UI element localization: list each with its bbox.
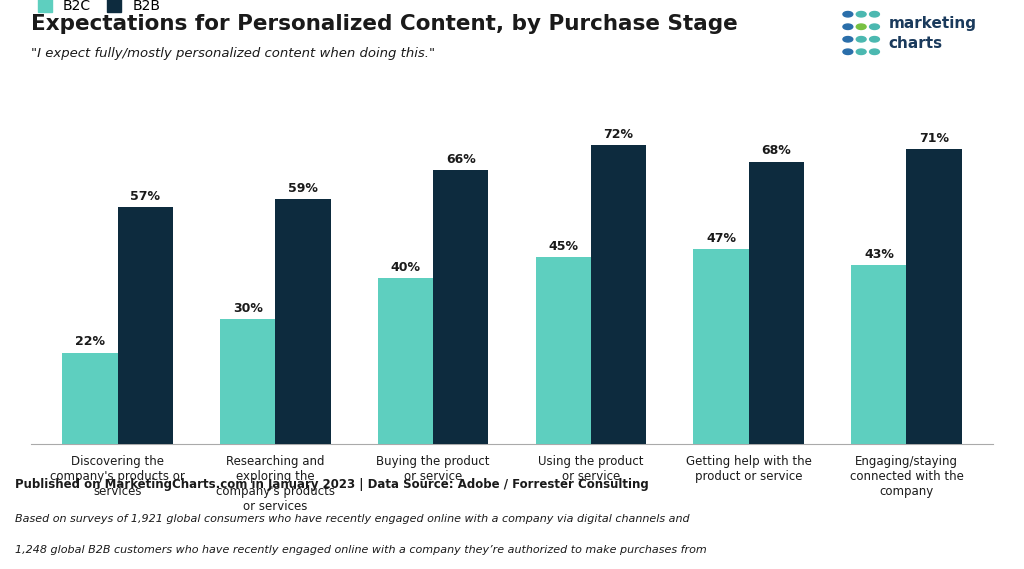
Text: 71%: 71% bbox=[920, 132, 949, 145]
Bar bbox=[118, 207, 173, 444]
Bar bbox=[693, 249, 749, 444]
Text: 22%: 22% bbox=[75, 335, 104, 348]
Legend: B2C, B2B: B2C, B2B bbox=[38, 0, 161, 13]
Bar bbox=[536, 257, 591, 444]
Text: 1,248 global B2B customers who have recently engaged online with a company they’: 1,248 global B2B customers who have rece… bbox=[15, 545, 708, 555]
Text: 40%: 40% bbox=[390, 261, 421, 274]
Text: Expectations for Personalized Content, by Purchase Stage: Expectations for Personalized Content, b… bbox=[31, 14, 737, 34]
Text: Based on surveys of 1,921 global consumers who have recently engaged online with: Based on surveys of 1,921 global consume… bbox=[15, 513, 690, 523]
Bar bbox=[591, 145, 646, 444]
Bar bbox=[906, 149, 962, 444]
Bar bbox=[62, 353, 118, 444]
Text: "I expect fully/mostly personalized content when doing this.": "I expect fully/mostly personalized cont… bbox=[31, 47, 435, 60]
Text: 66%: 66% bbox=[445, 152, 475, 166]
Text: 68%: 68% bbox=[762, 145, 792, 158]
Bar bbox=[749, 162, 804, 444]
Bar bbox=[378, 278, 433, 444]
Text: 72%: 72% bbox=[603, 128, 634, 141]
Bar bbox=[851, 265, 906, 444]
Text: 47%: 47% bbox=[707, 232, 736, 245]
Text: 45%: 45% bbox=[548, 240, 579, 253]
Text: marketing
charts: marketing charts bbox=[889, 16, 977, 51]
Bar bbox=[433, 170, 488, 444]
Bar bbox=[275, 199, 331, 444]
Text: 59%: 59% bbox=[288, 182, 317, 195]
Text: 57%: 57% bbox=[130, 190, 160, 203]
Text: 30%: 30% bbox=[232, 302, 262, 315]
Text: 43%: 43% bbox=[864, 248, 894, 261]
Bar bbox=[220, 319, 275, 444]
Text: Published on MarketingCharts.com in January 2023 | Data Source: Adobe / Forreste: Published on MarketingCharts.com in Janu… bbox=[15, 478, 649, 491]
